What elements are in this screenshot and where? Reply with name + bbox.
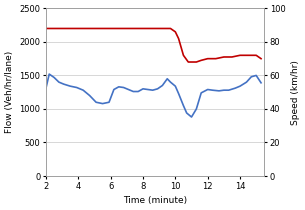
Y-axis label: Flow (Veh/hr/lane): Flow (Veh/hr/lane) [5,51,14,133]
Y-axis label: Speed (km/hr): Speed (km/hr) [291,60,300,125]
X-axis label: Time (minute): Time (minute) [123,196,187,205]
